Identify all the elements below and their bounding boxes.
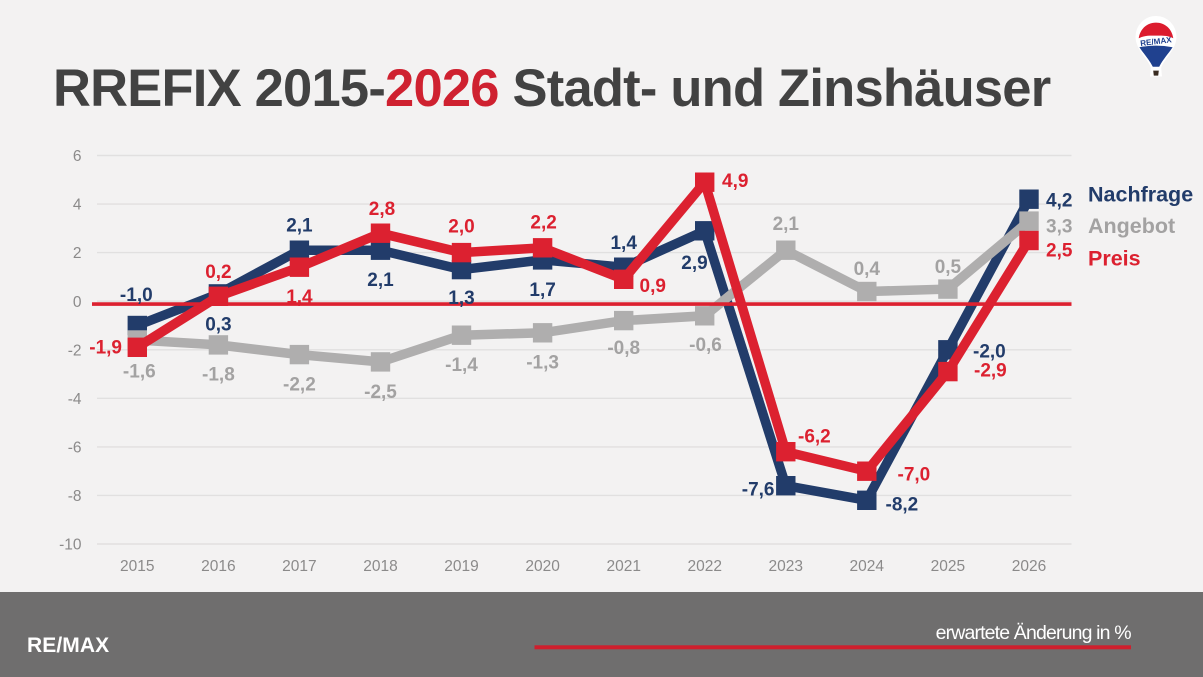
svg-text:-2: -2 bbox=[68, 342, 82, 359]
svg-text:RREFIX 2015-2026 Stadt- und Zi: RREFIX 2015-2026 Stadt- und Zinshäuser bbox=[53, 59, 1051, 118]
svg-text:2022: 2022 bbox=[687, 558, 721, 575]
svg-text:4: 4 bbox=[73, 197, 82, 214]
svg-text:Preis: Preis bbox=[1088, 246, 1141, 270]
svg-text:1,7: 1,7 bbox=[529, 280, 555, 301]
svg-text:3,3: 3,3 bbox=[1046, 216, 1072, 237]
svg-text:1,4: 1,4 bbox=[286, 287, 313, 308]
svg-text:-7,0: -7,0 bbox=[898, 465, 931, 486]
svg-text:-7,6: -7,6 bbox=[742, 480, 775, 501]
svg-text:-6: -6 bbox=[68, 440, 82, 457]
svg-text:0: 0 bbox=[73, 294, 82, 311]
svg-text:2,2: 2,2 bbox=[530, 213, 556, 234]
svg-text:2019: 2019 bbox=[444, 558, 478, 575]
svg-text:2,1: 2,1 bbox=[773, 214, 800, 235]
svg-text:-1,9: -1,9 bbox=[89, 338, 122, 359]
svg-text:2024: 2024 bbox=[850, 558, 885, 575]
svg-text:2023: 2023 bbox=[769, 558, 803, 575]
svg-text:-1,6: -1,6 bbox=[123, 362, 156, 383]
svg-text:0,4: 0,4 bbox=[854, 259, 881, 280]
svg-text:2,9: 2,9 bbox=[681, 253, 707, 274]
svg-text:2,8: 2,8 bbox=[369, 199, 395, 220]
svg-text:0,9: 0,9 bbox=[640, 276, 666, 297]
svg-text:2,0: 2,0 bbox=[448, 217, 474, 238]
svg-text:2020: 2020 bbox=[525, 558, 560, 575]
svg-text:-2,0: -2,0 bbox=[973, 342, 1006, 363]
svg-text:-0,6: -0,6 bbox=[689, 335, 722, 356]
svg-text:-8,2: -8,2 bbox=[886, 495, 919, 516]
svg-text:-1,8: -1,8 bbox=[202, 365, 235, 386]
svg-text:-2,9: -2,9 bbox=[974, 361, 1007, 382]
svg-text:2015: 2015 bbox=[120, 558, 154, 575]
svg-text:2,5: 2,5 bbox=[1046, 240, 1073, 261]
svg-text:2025: 2025 bbox=[931, 558, 965, 575]
svg-text:-6,2: -6,2 bbox=[798, 427, 831, 448]
svg-text:-1,4: -1,4 bbox=[445, 355, 478, 376]
svg-text:2026: 2026 bbox=[1012, 558, 1046, 575]
svg-text:-1,3: -1,3 bbox=[526, 353, 559, 374]
svg-text:2021: 2021 bbox=[606, 558, 640, 575]
svg-text:erwartete Änderung in %: erwartete Änderung in % bbox=[936, 622, 1132, 644]
svg-text:4,2: 4,2 bbox=[1046, 190, 1072, 211]
svg-text:-2,5: -2,5 bbox=[364, 382, 397, 403]
svg-text:-4: -4 bbox=[68, 391, 82, 408]
svg-text:2017: 2017 bbox=[282, 558, 316, 575]
svg-text:0,3: 0,3 bbox=[205, 315, 231, 336]
svg-text:0,5: 0,5 bbox=[935, 257, 962, 278]
svg-text:-10: -10 bbox=[59, 537, 82, 554]
svg-text:-8: -8 bbox=[68, 488, 82, 505]
svg-text:2,1: 2,1 bbox=[367, 270, 394, 291]
svg-text:-2,2: -2,2 bbox=[283, 375, 316, 396]
svg-text:1,3: 1,3 bbox=[448, 288, 474, 309]
svg-text:RE/MAX: RE/MAX bbox=[27, 634, 109, 657]
svg-text:Nachfrage: Nachfrage bbox=[1088, 182, 1193, 206]
svg-text:2016: 2016 bbox=[201, 558, 235, 575]
svg-text:2,1: 2,1 bbox=[286, 216, 313, 237]
svg-text:1,4: 1,4 bbox=[610, 233, 637, 254]
svg-text:-1,0: -1,0 bbox=[120, 285, 153, 306]
svg-text:0,2: 0,2 bbox=[205, 262, 231, 283]
svg-text:2018: 2018 bbox=[363, 558, 397, 575]
svg-text:2: 2 bbox=[73, 245, 82, 262]
svg-text:6: 6 bbox=[73, 148, 82, 165]
svg-text:RE/MAX: RE/MAX bbox=[1140, 35, 1173, 48]
svg-text:-0,8: -0,8 bbox=[607, 338, 640, 359]
svg-text:4,9: 4,9 bbox=[722, 171, 748, 192]
svg-text:Angebot: Angebot bbox=[1088, 214, 1175, 238]
